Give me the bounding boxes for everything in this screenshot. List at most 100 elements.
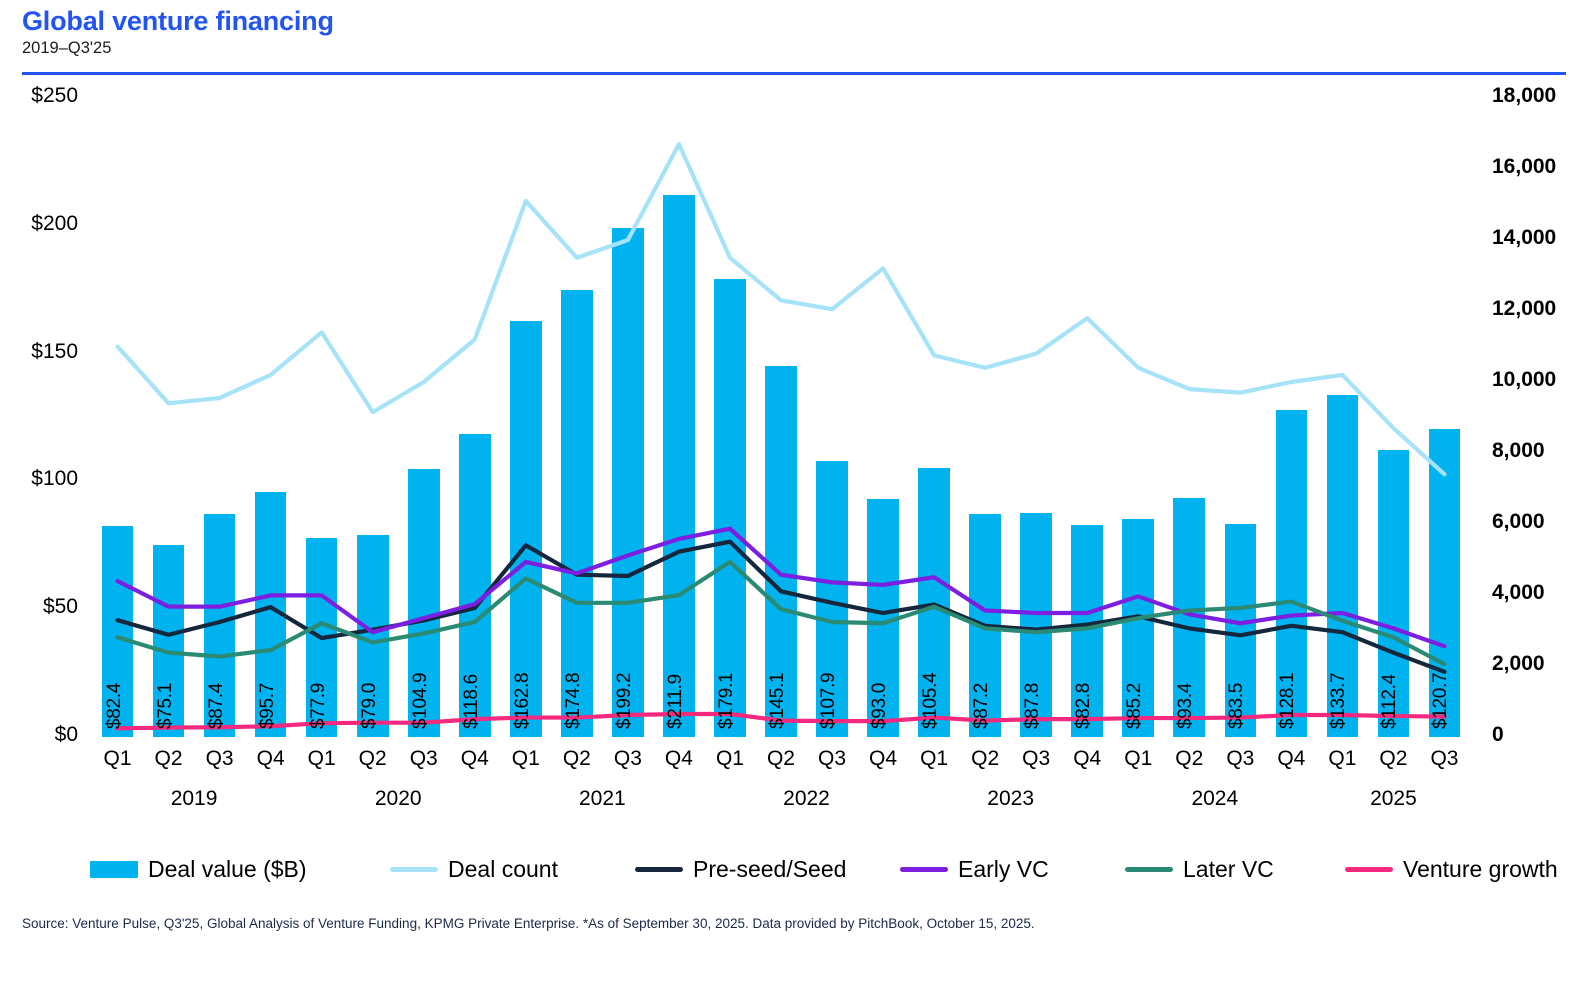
bar[interactable]	[407, 468, 440, 737]
bar-value-label: $120.7	[1430, 672, 1452, 729]
x-axis-quarter-label: Q2	[1379, 747, 1408, 770]
x-axis-year-label: 2024	[1191, 787, 1239, 810]
legend-bar-swatch-icon	[90, 861, 138, 878]
x-axis-quarter-label: Q4	[1277, 747, 1306, 770]
bar[interactable]	[918, 467, 950, 737]
bar-value-label: $162.8	[511, 672, 533, 729]
right-axis-tick: 16,000	[1492, 155, 1557, 178]
left-axis-tick: $250	[31, 84, 78, 107]
x-axis-quarter-label: Q1	[1124, 747, 1153, 770]
legend-line-swatch-icon	[635, 867, 683, 872]
bar[interactable]	[561, 290, 593, 737]
bar-value-label: $87.8	[1022, 682, 1044, 729]
line-series	[115, 142, 1447, 477]
legend-label: Deal value ($B)	[148, 856, 307, 882]
x-axis-quarter-label: Q3	[205, 747, 234, 770]
bar-value-label: $104.9	[409, 672, 431, 729]
bar-value-label: $133.7	[1328, 672, 1350, 729]
x-axis-quarter-label: Q2	[154, 747, 183, 770]
right-axis-tick: 18,000	[1492, 84, 1557, 107]
bar-value-label: $145.1	[767, 672, 788, 729]
left-axis-tick: $200	[31, 211, 78, 235]
right-axis-tick: 14,000	[1492, 226, 1557, 249]
x-axis-quarter-label: Q4	[460, 747, 489, 770]
x-axis-quarter-label: Q1	[103, 747, 132, 770]
x-axis-quarter-label: Q4	[664, 747, 693, 770]
bar[interactable]	[714, 279, 746, 737]
line-series	[115, 526, 1447, 649]
bar[interactable]	[1020, 512, 1052, 737]
x-axis-year-label: 2020	[374, 787, 422, 810]
bar-value-label: $107.9	[818, 672, 840, 729]
plot-area: $82.4 $75.1 $87.4 $95.7 $77.9 $79.0 $104.9 $118…	[92, 98, 1470, 737]
bar[interactable]	[1377, 449, 1410, 737]
x-axis-quarter-label: Q3	[613, 747, 642, 770]
bar[interactable]	[356, 535, 389, 737]
right-axis-tick: 0	[1492, 723, 1504, 746]
x-axis-year-label: 2025	[1370, 787, 1417, 810]
x-axis-year-label: 2019	[170, 787, 218, 810]
bar[interactable]	[663, 195, 695, 737]
right-axis-tick: 12,000	[1492, 297, 1557, 320]
x-axis-year-label: 2023	[987, 787, 1034, 810]
legend-item[interactable]: Deal value ($B)	[90, 856, 307, 883]
bar-value-label: $105.4	[920, 672, 942, 729]
bar[interactable]	[509, 320, 542, 737]
x-axis-quarter-label: Q1	[511, 747, 540, 770]
right-axis-tick: 8,000	[1492, 439, 1545, 462]
bar[interactable]	[458, 433, 491, 737]
legend-label: Early VC	[958, 856, 1049, 882]
bar-value-label: $95.7	[256, 682, 278, 729]
x-axis-quarter-label: Q3	[818, 747, 847, 770]
bar-value-label: $77.9	[307, 682, 329, 729]
x-axis-quarter-label: Q2	[766, 747, 795, 770]
x-axis-quarter-label: Q2	[562, 747, 591, 770]
x-axis-quarter-label: Q4	[256, 747, 285, 770]
page-title: Global venture financing	[22, 6, 334, 36]
line-series	[115, 559, 1447, 667]
bar[interactable]	[1122, 519, 1155, 737]
chart-legend: Deal value ($B) Deal count Pre-seed/Seed Ea…	[90, 852, 1558, 892]
bar-value-label: $174.8	[562, 672, 584, 729]
legend-item[interactable]: Pre-seed/Seed	[635, 856, 846, 883]
bar-value-label: $128.1	[1277, 672, 1299, 729]
x-axis-quarter-label: Q3	[1226, 747, 1255, 770]
bar-value-label: $83.5	[1226, 682, 1248, 729]
bar[interactable]	[101, 526, 134, 737]
line-layer	[115, 142, 1447, 731]
legend-line-swatch-icon	[390, 867, 438, 872]
x-axis-quarter-label: Q2	[358, 747, 387, 770]
x-axis-quarter-label: Q3	[1022, 747, 1051, 770]
x-axis-quarter-label: Q2	[1175, 747, 1204, 770]
left-axis-tick: $100	[31, 467, 78, 491]
x-axis-quarter-label: Q1	[307, 747, 336, 770]
bar[interactable]	[1326, 395, 1359, 737]
source-note: Source: Venture Pulse, Q3'25, Global Ana…	[22, 916, 1035, 931]
bar[interactable]	[1428, 428, 1461, 737]
bar[interactable]	[765, 366, 797, 737]
right-axis-tick: 4,000	[1492, 581, 1545, 604]
bar[interactable]	[152, 545, 185, 737]
x-axis-quarter-label: Q4	[869, 747, 898, 770]
legend-item[interactable]: Venture growth	[1345, 856, 1558, 883]
bar-value-label: $87.4	[205, 682, 227, 729]
bar[interactable]	[1224, 523, 1257, 737]
bar-value-label: $179.1	[715, 672, 737, 729]
left-axis-tick: $50	[42, 595, 78, 619]
right-axis-tick: 2,000	[1492, 652, 1545, 675]
legend-line-swatch-icon	[1345, 867, 1393, 872]
chart-header: Global venture financing 2019–Q3'25	[22, 6, 1566, 59]
bar[interactable]	[1275, 409, 1308, 737]
legend-item[interactable]: Early VC	[900, 856, 1049, 883]
bar-value-label: $118.6	[460, 674, 482, 729]
bar-value-label: $82.4	[103, 682, 125, 729]
line-series	[115, 711, 1447, 731]
legend-item[interactable]: Later VC	[1125, 856, 1274, 883]
legend-item[interactable]: Deal count	[390, 856, 558, 883]
left-axis-tick: $0	[54, 723, 78, 746]
x-axis-quarter-label: Q1	[1328, 747, 1357, 770]
legend-line-swatch-icon	[900, 867, 948, 872]
x-axis-quarter-label: Q1	[920, 747, 949, 770]
bar[interactable]	[612, 227, 644, 737]
x-axis-quarter-label: Q3	[409, 747, 438, 770]
